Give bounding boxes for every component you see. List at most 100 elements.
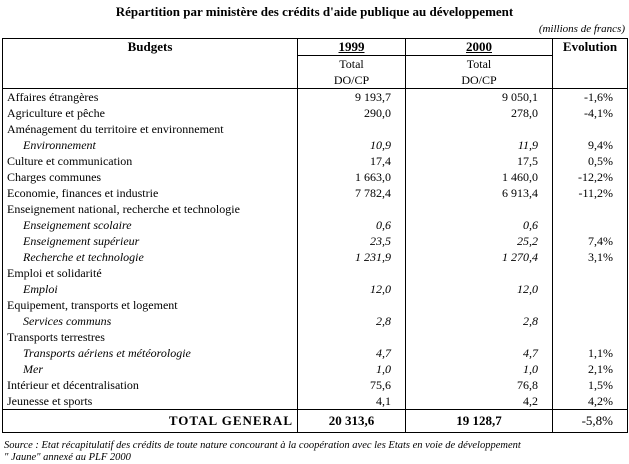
table-row: Economie, finances et industrie 7 782,4 … bbox=[2, 185, 628, 201]
value-2000: 0,6 bbox=[405, 217, 553, 233]
row-label: Environnement bbox=[2, 137, 298, 153]
value-1999: 23,5 bbox=[297, 233, 406, 249]
table-row: Recherche et technologie 1 231,9 1 270,4… bbox=[2, 249, 628, 265]
table-row: Emploi 12,0 12,0 bbox=[2, 281, 628, 297]
header-evolution: Evolution bbox=[552, 38, 628, 89]
value-1999: 9 193,7 bbox=[297, 88, 406, 105]
row-label: Services communs bbox=[2, 313, 298, 329]
table-row: Jeunesse et sports 4,1 4,2 4,2% bbox=[2, 393, 628, 410]
value-2000: 1 460,0 bbox=[405, 169, 553, 185]
value-1999: 1 663,0 bbox=[297, 169, 406, 185]
source-line-2: " Jaune" annexé au PLF 2000 bbox=[4, 452, 131, 463]
evolution bbox=[552, 313, 628, 329]
evolution: 4,2% bbox=[552, 393, 628, 410]
value-1999: 290,0 bbox=[297, 105, 406, 121]
value-1999: 17,4 bbox=[297, 153, 406, 169]
value-1999: 4,7 bbox=[297, 345, 406, 361]
header-1999: 1999 bbox=[297, 38, 406, 56]
value-2000 bbox=[405, 201, 553, 217]
header-total-2000: Total bbox=[405, 55, 553, 72]
row-label: Affaires étrangères bbox=[2, 88, 298, 105]
value-1999: 0,6 bbox=[297, 217, 406, 233]
row-label: Agriculture et pêche bbox=[2, 105, 298, 121]
total-1999: 20 313,6 bbox=[297, 409, 406, 433]
value-1999: 1 231,9 bbox=[297, 249, 406, 265]
value-1999 bbox=[297, 201, 406, 217]
evolution: -12,2% bbox=[552, 169, 628, 185]
value-2000: 11,9 bbox=[405, 137, 553, 153]
value-2000: 6 913,4 bbox=[405, 185, 553, 201]
value-2000: 9 050,1 bbox=[405, 88, 553, 105]
total-evolution: -5,8% bbox=[552, 409, 628, 433]
source-line-1: Source : Etat récapitulatif des crédits … bbox=[4, 440, 521, 451]
evolution bbox=[552, 265, 628, 281]
evolution bbox=[552, 329, 628, 345]
value-2000: 76,8 bbox=[405, 377, 553, 393]
table-row: Emploi et solidarité bbox=[2, 265, 628, 281]
table-row: Environnement 10,9 11,9 9,4% bbox=[2, 137, 628, 153]
value-1999 bbox=[297, 329, 406, 345]
row-label: Transports terrestres bbox=[2, 329, 298, 345]
header-docp-2000: DO/CP bbox=[405, 72, 553, 89]
evolution: 7,4% bbox=[552, 233, 628, 249]
unit-note: (millions de francs) bbox=[538, 23, 625, 35]
evolution: 3,1% bbox=[552, 249, 628, 265]
total-2000: 19 128,7 bbox=[405, 409, 553, 433]
table-row: Agriculture et pêche 290,0 278,0 -4,1% bbox=[2, 105, 628, 121]
value-2000: 278,0 bbox=[405, 105, 553, 121]
header-total-1999: Total bbox=[297, 55, 406, 72]
table-row: Transports terrestres bbox=[2, 329, 628, 345]
table-row: Aménagement du territoire et environneme… bbox=[2, 121, 628, 137]
value-2000: 25,2 bbox=[405, 233, 553, 249]
value-1999: 1,0 bbox=[297, 361, 406, 377]
total-label: TOTAL GENERAL bbox=[2, 409, 298, 433]
value-2000: 2,8 bbox=[405, 313, 553, 329]
budget-table: Budgets 1999 2000 Evolution Total Total … bbox=[2, 38, 628, 433]
evolution bbox=[552, 217, 628, 233]
evolution: 9,4% bbox=[552, 137, 628, 153]
total-row: TOTAL GENERAL 20 313,6 19 128,7 -5,8% bbox=[2, 409, 628, 433]
value-1999 bbox=[297, 297, 406, 313]
value-1999: 2,8 bbox=[297, 313, 406, 329]
evolution: -11,2% bbox=[552, 185, 628, 201]
row-label: Emploi et solidarité bbox=[2, 265, 298, 281]
row-label: Mer bbox=[2, 361, 298, 377]
table-row: Enseignement national, recherche et tech… bbox=[2, 201, 628, 217]
value-1999: 75,6 bbox=[297, 377, 406, 393]
table-row: Transports aériens et météorologie 4,7 4… bbox=[2, 345, 628, 361]
value-1999: 10,9 bbox=[297, 137, 406, 153]
value-2000: 1 270,4 bbox=[405, 249, 553, 265]
header-2000: 2000 bbox=[405, 38, 553, 56]
table-row: Equipement, transports et logement bbox=[2, 297, 628, 313]
evolution: 0,5% bbox=[552, 153, 628, 169]
row-label: Charges communes bbox=[2, 169, 298, 185]
evolution bbox=[552, 121, 628, 137]
table-row: Enseignement supérieur 23,5 25,2 7,4% bbox=[2, 233, 628, 249]
value-2000 bbox=[405, 329, 553, 345]
table-row: Culture et communication 17,4 17,5 0,5% bbox=[2, 153, 628, 169]
evolution: 1,5% bbox=[552, 377, 628, 393]
table-row: Mer 1,0 1,0 2,1% bbox=[2, 361, 628, 377]
evolution bbox=[552, 281, 628, 297]
row-label: Culture et communication bbox=[2, 153, 298, 169]
evolution bbox=[552, 297, 628, 313]
table-row: Services communs 2,8 2,8 bbox=[2, 313, 628, 329]
row-label: Jeunesse et sports bbox=[2, 393, 298, 410]
row-label: Enseignement national, recherche et tech… bbox=[2, 201, 298, 217]
value-2000: 4,2 bbox=[405, 393, 553, 410]
evolution: -1,6% bbox=[552, 88, 628, 105]
row-label: Intérieur et décentralisation bbox=[2, 377, 298, 393]
table-title: Répartition par ministère des crédits d'… bbox=[115, 4, 514, 19]
evolution bbox=[552, 201, 628, 217]
value-2000: 17,5 bbox=[405, 153, 553, 169]
table-row: Intérieur et décentralisation 75,6 76,8 … bbox=[2, 377, 628, 393]
value-1999: 7 782,4 bbox=[297, 185, 406, 201]
row-label: Transports aériens et météorologie bbox=[2, 345, 298, 361]
value-1999 bbox=[297, 121, 406, 137]
row-label: Enseignement scolaire bbox=[2, 217, 298, 233]
value-2000 bbox=[405, 121, 553, 137]
table-row: Affaires étrangères 9 193,7 9 050,1 -1,6… bbox=[2, 88, 628, 105]
value-1999 bbox=[297, 265, 406, 281]
value-1999: 4,1 bbox=[297, 393, 406, 410]
evolution: 1,1% bbox=[552, 345, 628, 361]
